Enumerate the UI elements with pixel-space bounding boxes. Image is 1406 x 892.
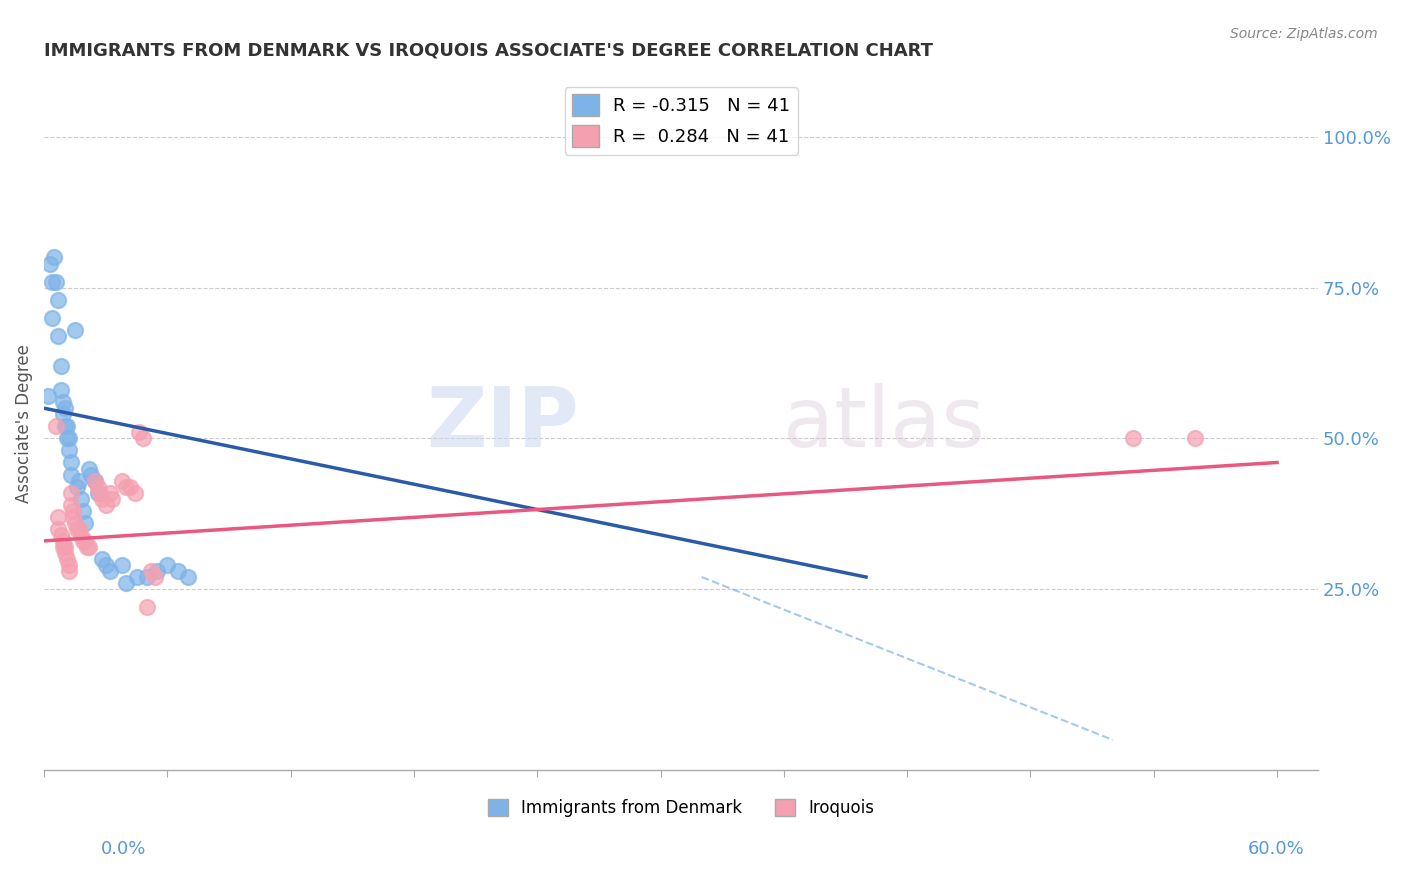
- Point: [75, 516, 97, 530]
- Point: [94, 558, 117, 572]
- Point: [80, 467, 103, 482]
- Point: [84, 474, 107, 488]
- Point: [146, 564, 169, 578]
- Point: [67, 474, 90, 488]
- Y-axis label: Associate's Degree: Associate's Degree: [15, 343, 32, 503]
- Point: [135, 570, 157, 584]
- Point: [72, 533, 94, 548]
- Point: [44, 251, 66, 265]
- Point: [94, 498, 117, 512]
- Point: [58, 564, 80, 578]
- Point: [115, 480, 138, 494]
- Point: [55, 419, 77, 434]
- Point: [58, 431, 80, 445]
- Point: [125, 570, 148, 584]
- Point: [45, 419, 67, 434]
- Text: atlas: atlas: [783, 383, 984, 464]
- Point: [59, 498, 82, 512]
- Point: [177, 570, 200, 584]
- Point: [128, 425, 150, 440]
- Point: [53, 546, 76, 560]
- Point: [166, 564, 188, 578]
- Point: [58, 558, 80, 572]
- Point: [75, 533, 97, 548]
- Point: [52, 533, 75, 548]
- Point: [63, 516, 86, 530]
- Point: [53, 419, 76, 434]
- Point: [115, 576, 138, 591]
- Point: [86, 480, 108, 494]
- Point: [39, 256, 62, 270]
- Point: [59, 467, 82, 482]
- Point: [111, 474, 134, 488]
- Point: [132, 431, 155, 445]
- Point: [59, 485, 82, 500]
- Point: [98, 564, 121, 578]
- Point: [79, 461, 101, 475]
- Point: [48, 522, 70, 536]
- Point: [37, 389, 59, 403]
- Point: [62, 509, 84, 524]
- Point: [98, 485, 121, 500]
- Point: [48, 329, 70, 343]
- Point: [49, 359, 72, 373]
- Point: [52, 540, 75, 554]
- Point: [90, 552, 112, 566]
- Point: [67, 522, 90, 536]
- Legend: Immigrants from Denmark, Iroquois: Immigrants from Denmark, Iroquois: [481, 793, 882, 824]
- Point: [70, 491, 93, 506]
- Point: [66, 522, 89, 536]
- Point: [139, 564, 162, 578]
- Point: [76, 540, 98, 554]
- Point: [55, 552, 77, 566]
- Point: [49, 528, 72, 542]
- Point: [41, 310, 63, 325]
- Point: [49, 383, 72, 397]
- Text: IMMIGRANTS FROM DENMARK VS IROQUOIS ASSOCIATE'S DEGREE CORRELATION CHART: IMMIGRANTS FROM DENMARK VS IROQUOIS ASSO…: [44, 42, 934, 60]
- Point: [48, 293, 70, 307]
- Point: [72, 504, 94, 518]
- Point: [84, 474, 107, 488]
- Point: [79, 540, 101, 554]
- Point: [41, 275, 63, 289]
- Point: [52, 407, 75, 421]
- Point: [70, 528, 93, 542]
- Point: [58, 443, 80, 458]
- Point: [124, 485, 146, 500]
- Point: [59, 455, 82, 469]
- Point: [143, 570, 166, 584]
- Point: [120, 480, 142, 494]
- Point: [66, 480, 89, 494]
- Point: [135, 600, 157, 615]
- Point: [111, 558, 134, 572]
- Point: [48, 509, 70, 524]
- Text: 0.0%: 0.0%: [101, 840, 146, 858]
- Point: [62, 504, 84, 518]
- Point: [1122, 431, 1144, 445]
- Point: [86, 485, 108, 500]
- Point: [90, 491, 112, 506]
- Point: [53, 401, 76, 416]
- Point: [55, 431, 77, 445]
- Point: [63, 323, 86, 337]
- Point: [45, 275, 67, 289]
- Text: 60.0%: 60.0%: [1249, 840, 1305, 858]
- Text: ZIP: ZIP: [426, 383, 579, 464]
- Point: [156, 558, 179, 572]
- Point: [1184, 431, 1206, 445]
- Point: [52, 395, 75, 409]
- Text: Source: ZipAtlas.com: Source: ZipAtlas.com: [1230, 27, 1378, 41]
- Point: [89, 485, 111, 500]
- Point: [101, 491, 124, 506]
- Point: [53, 540, 76, 554]
